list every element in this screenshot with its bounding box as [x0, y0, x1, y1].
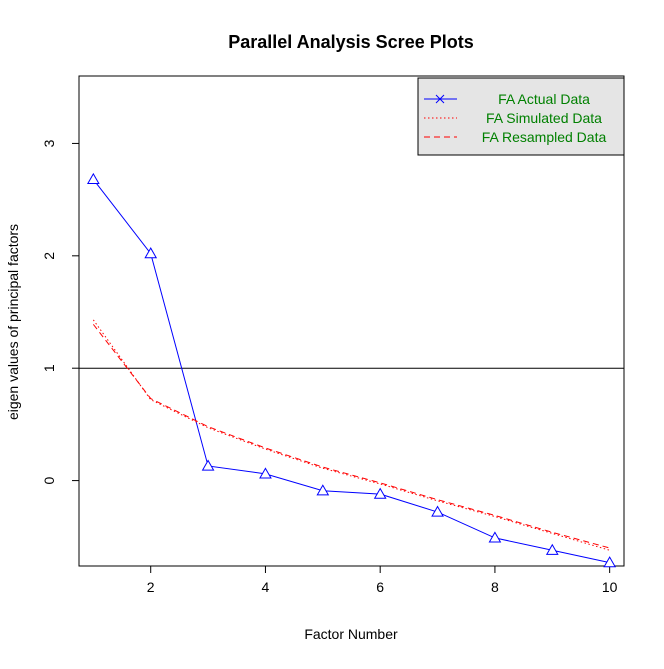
x-tick-label: 10 [602, 579, 618, 595]
series-line-0 [92, 179, 610, 564]
series-line-1 [92, 319, 610, 551]
data-point [373, 487, 387, 499]
data-point [259, 467, 272, 479]
y-tick-label: 3 [41, 139, 57, 147]
legend-marker-x-stroke [435, 94, 445, 104]
data-point [488, 531, 502, 543]
x-tick-label: 2 [147, 579, 155, 595]
legend: FA Actual Data FA Simulated Data FA Resamp… [417, 77, 625, 156]
data-point [545, 543, 559, 555]
data-point [603, 556, 617, 568]
plot-area: 2 4 6 8 10 0 1 2 3 [41, 75, 625, 595]
legend-box [417, 77, 625, 156]
y-axis-label: eigen values of principal factors [5, 224, 21, 420]
chart-title: Parallel Analysis Scree Plots [228, 32, 473, 52]
data-point [86, 172, 100, 185]
data-point [316, 484, 330, 496]
legend-label-2: FA Resampled Data [482, 129, 607, 145]
y-tick-label: 0 [41, 476, 57, 484]
plot-frame [78, 75, 625, 567]
legend-label-0: FA Actual Data [498, 91, 590, 107]
data-point [431, 505, 444, 517]
x-tick-label: 4 [262, 579, 270, 595]
x-tick-label: 8 [491, 579, 499, 595]
x-axis-label: Factor Number [304, 626, 398, 642]
series-line-2 [92, 324, 610, 549]
data-point [201, 459, 215, 471]
y-tick-label: 1 [41, 364, 57, 372]
legend-label-1: FA Simulated Data [486, 110, 602, 126]
data-point [144, 247, 158, 259]
x-tick-label: 6 [376, 579, 384, 595]
y-tick-label: 2 [41, 252, 57, 260]
